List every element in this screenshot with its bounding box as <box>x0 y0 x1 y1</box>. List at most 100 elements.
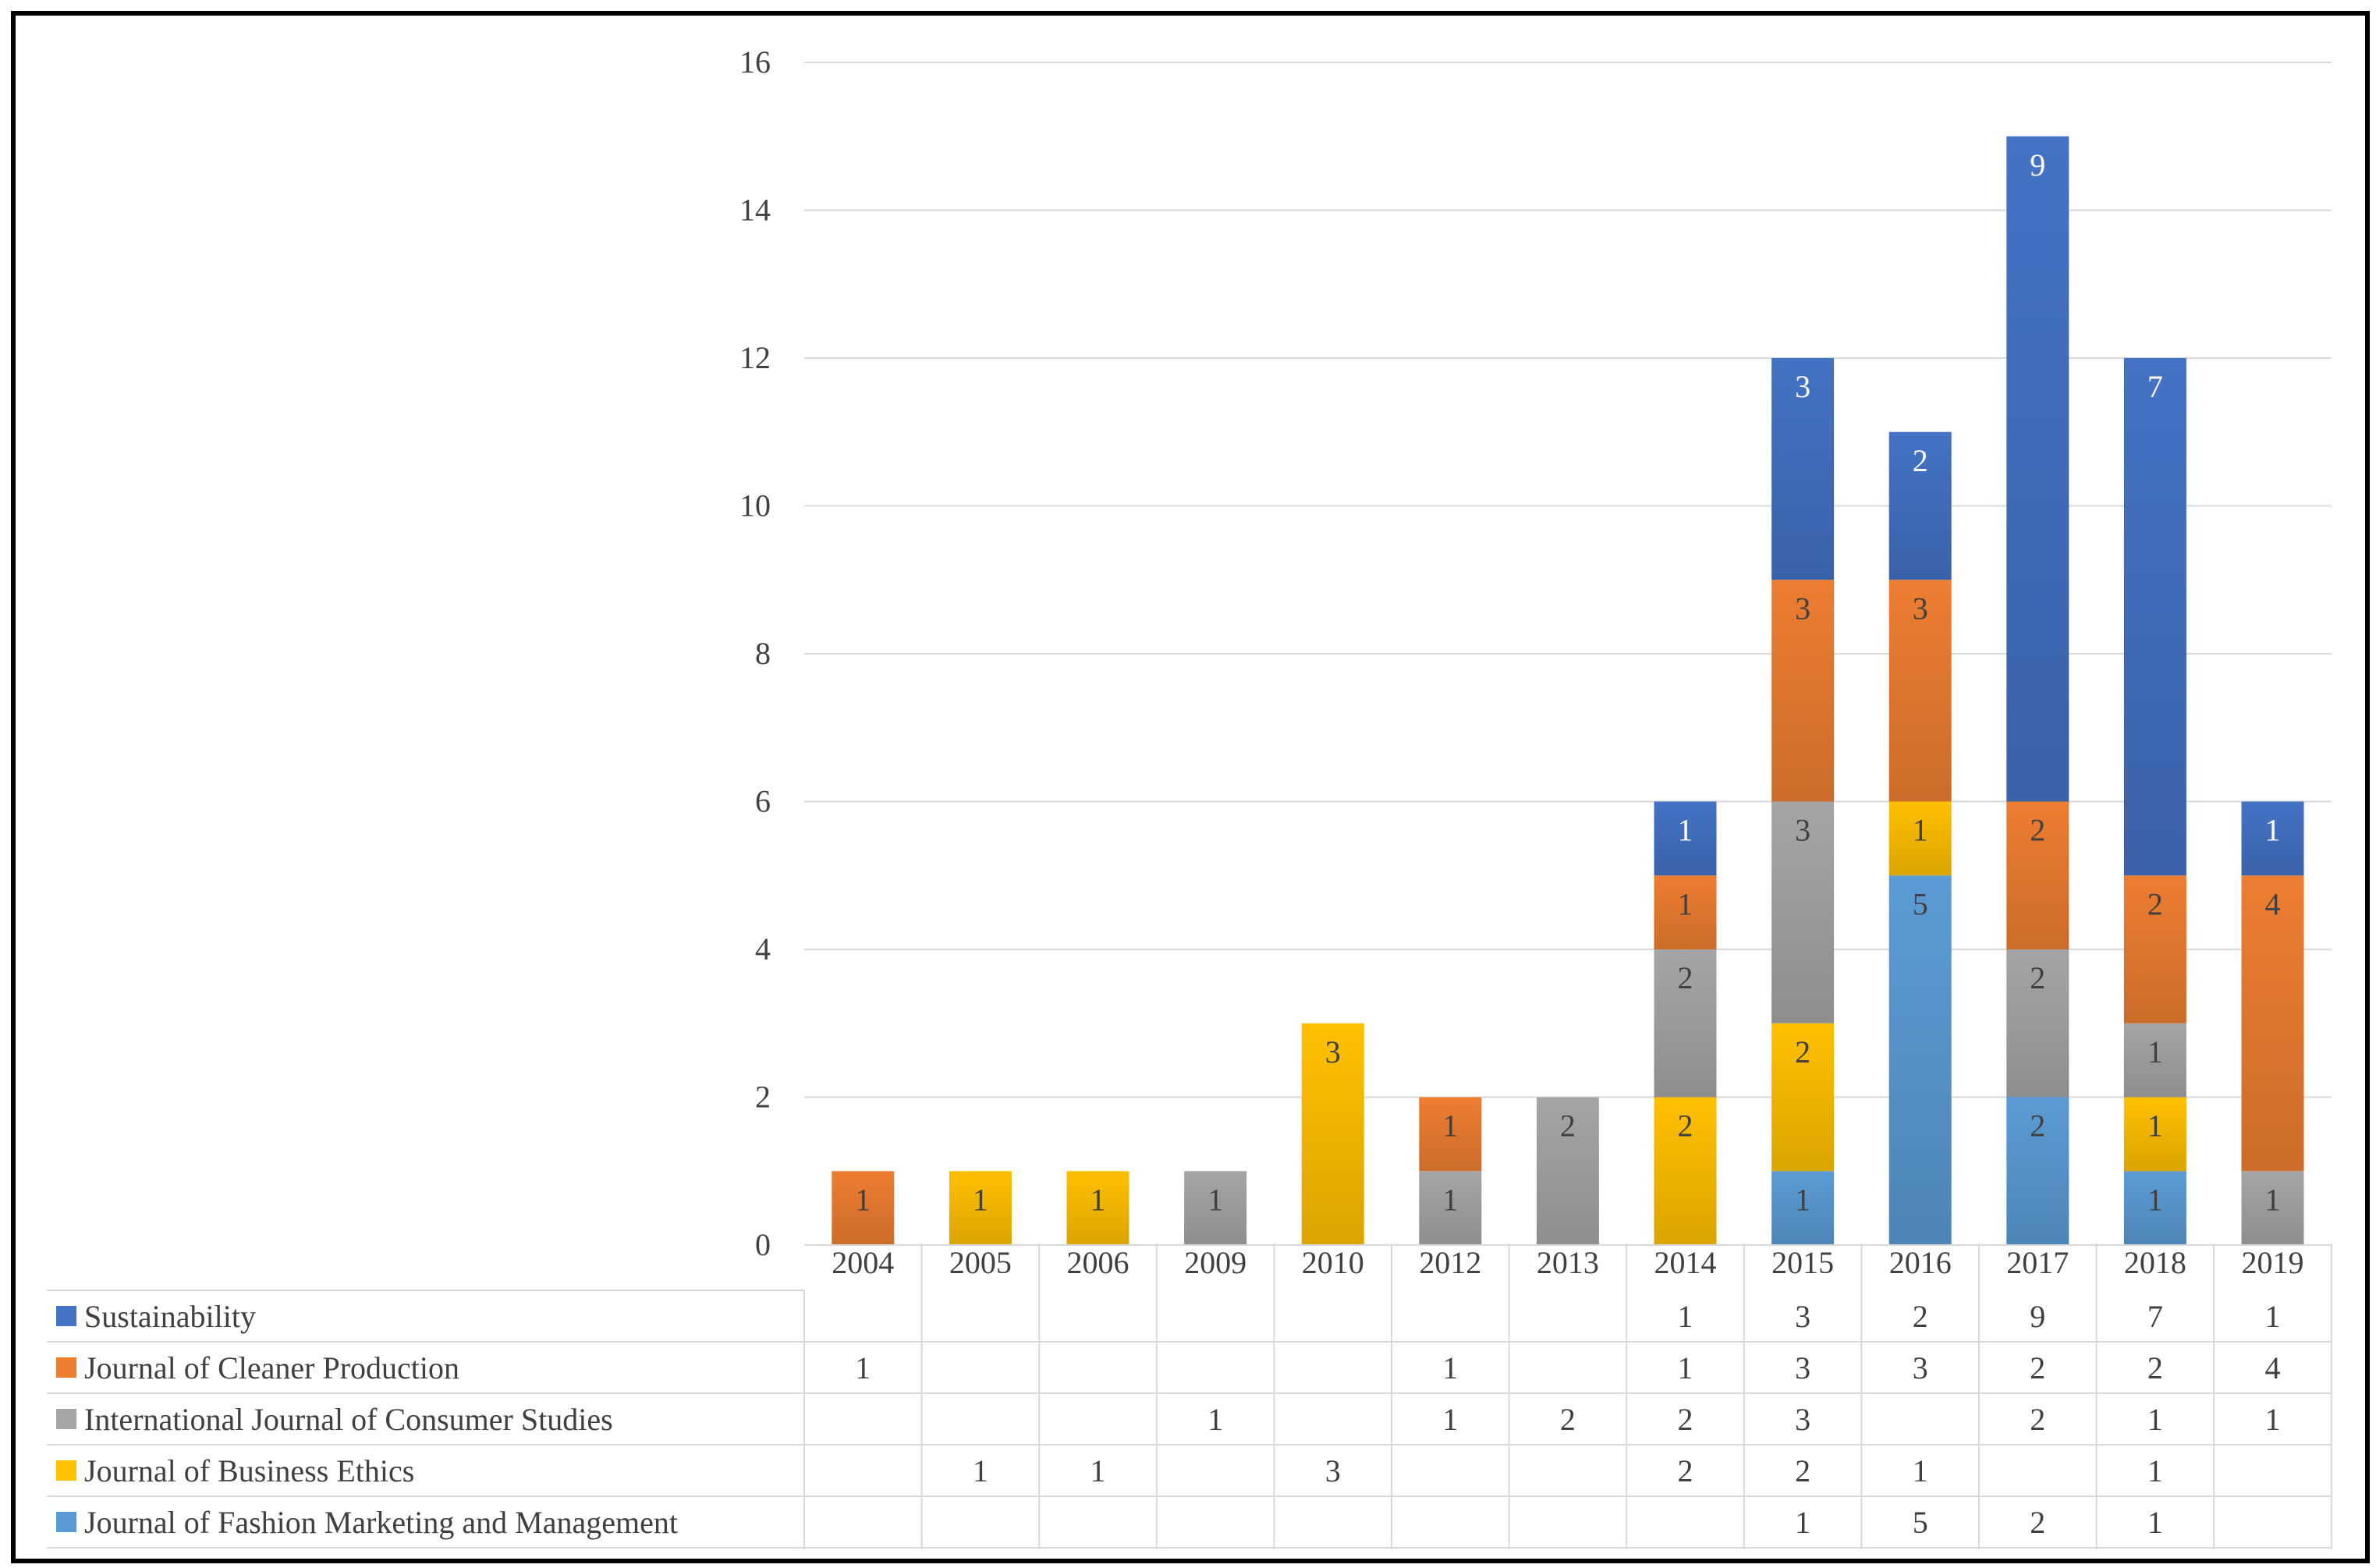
bar-international-journal-of-consumer-studies-2017 <box>2006 949 2069 1098</box>
data-label-international-journal-of-consumer-studies-2012: 1 <box>1442 1182 1458 1217</box>
bar-sustainability-2017 <box>2006 136 2069 802</box>
table-cell-sustainability-2014: 1 <box>1678 1299 1693 1334</box>
x-tick-label-2016: 2016 <box>1889 1245 1952 1280</box>
y-tick-label-16: 16 <box>739 44 771 80</box>
table-cell-journal-of-fashion-marketing-and-management-2016: 5 <box>1913 1505 1928 1540</box>
bar-journal-of-fashion-marketing-and-management-2018 <box>2123 1171 2186 1245</box>
bar-international-journal-of-consumer-studies-2014 <box>1654 949 1717 1098</box>
data-label-journal-of-business-ethics-2014: 2 <box>1678 1109 1693 1144</box>
x-tick-label-2015: 2015 <box>1771 1245 1834 1280</box>
table-cell-journal-of-cleaner-production-2016: 3 <box>1913 1350 1928 1385</box>
bar-journal-of-business-ethics-2010 <box>1301 1023 1364 1245</box>
table-cell-journal-of-business-ethics-2006: 1 <box>1090 1453 1106 1488</box>
data-label-journal-of-business-ethics-2005: 1 <box>973 1182 988 1217</box>
table-cell-international-journal-of-consumer-studies-2019: 1 <box>2265 1402 2281 1437</box>
table-cell-sustainability-2018: 7 <box>2147 1299 2163 1334</box>
table-cell-international-journal-of-consumer-studies-2014: 2 <box>1678 1402 1693 1437</box>
y-tick-label-14: 14 <box>739 193 771 228</box>
table-cell-journal-of-cleaner-production-2019: 4 <box>2265 1350 2281 1385</box>
data-label-journal-of-business-ethics-2006: 1 <box>1090 1182 1106 1217</box>
table-cell-journal-of-fashion-marketing-and-management-2015: 1 <box>1795 1505 1810 1540</box>
data-label-journal-of-cleaner-production-2017: 2 <box>2030 813 2045 848</box>
bar-international-journal-of-consumer-studies-2009 <box>1184 1171 1247 1245</box>
y-tick-label-2: 2 <box>755 1080 771 1115</box>
bar-journal-of-fashion-marketing-and-management-2015 <box>1771 1171 1835 1245</box>
bar-international-journal-of-consumer-studies-2015 <box>1771 801 1835 1023</box>
data-label-sustainability-2017: 9 <box>2030 147 2045 183</box>
data-label-journal-of-cleaner-production-2012: 1 <box>1442 1109 1458 1144</box>
legend-label-journal-of-cleaner-production: Journal of Cleaner Production <box>84 1350 459 1385</box>
y-tick-label-4: 4 <box>755 931 771 967</box>
data-label-journal-of-fashion-marketing-and-management-2015: 1 <box>1795 1182 1810 1217</box>
data-label-international-journal-of-consumer-studies-2017: 2 <box>2030 960 2045 995</box>
table-cell-journal-of-business-ethics-2016: 1 <box>1913 1453 1928 1488</box>
y-tick-label-6: 6 <box>755 784 771 819</box>
table-cell-journal-of-business-ethics-2005: 1 <box>973 1453 988 1488</box>
bar-international-journal-of-consumer-studies-2018 <box>2123 1023 2186 1098</box>
data-label-sustainability-2018: 7 <box>2147 369 2163 404</box>
data-label-sustainability-2015: 3 <box>1795 369 1810 404</box>
bar-journal-of-cleaner-production-2019 <box>2241 875 2304 1172</box>
data-label-international-journal-of-consumer-studies-2014: 2 <box>1678 960 1693 995</box>
data-label-journal-of-business-ethics-2015: 2 <box>1795 1034 1810 1070</box>
bar-data-labels: 1 1 1 1 3 1 1 2 2 2 1 1 1 2 3 3 3 5 1 3 2 2 2 2 9 1 1 1 2 7 1 4 1 <box>855 147 2280 1218</box>
legend-swatch-journal-of-cleaner-production <box>56 1357 76 1378</box>
bar-sustainability-2014 <box>1654 801 1717 876</box>
table-cell-journal-of-cleaner-production-2015: 3 <box>1795 1350 1810 1385</box>
table-cell-journal-of-cleaner-production-2004: 1 <box>855 1350 871 1385</box>
table-cell-journal-of-business-ethics-2018: 1 <box>2147 1453 2163 1488</box>
bar-journal-of-cleaner-production-2018 <box>2123 875 2186 1023</box>
table-cell-sustainability-2016: 2 <box>1913 1299 1928 1334</box>
data-label-journal-of-cleaner-production-2016: 3 <box>1913 591 1928 626</box>
data-label-sustainability-2019: 1 <box>2265 813 2281 848</box>
x-axis: 2004 2005 2006 2009 2010 2012 2013 2014 2015 2016… <box>804 1244 2332 1280</box>
legend-swatch-international-journal-of-consumer-studies <box>56 1409 76 1429</box>
table-cell-international-journal-of-consumer-studies-2012: 1 <box>1442 1402 1458 1437</box>
data-label-journal-of-cleaner-production-2004: 1 <box>855 1182 871 1217</box>
x-tick-label-2017: 2017 <box>2006 1245 2069 1280</box>
table-cell-journal-of-business-ethics-2010: 3 <box>1325 1453 1341 1488</box>
bar-international-journal-of-consumer-studies-2013 <box>1536 1097 1599 1245</box>
gridlines <box>804 62 2332 1246</box>
y-axis-ticks: 0 2 4 6 8 10 12 14 16 <box>739 44 771 1262</box>
bar-journal-of-cleaner-production-2004 <box>832 1171 895 1245</box>
bar-journal-of-business-ethics-2005 <box>949 1171 1012 1245</box>
legend-label-sustainability: Sustainability <box>84 1299 256 1334</box>
table-cell-international-journal-of-consumer-studies-2015: 3 <box>1795 1402 1810 1437</box>
x-tick-label-2009: 2009 <box>1184 1245 1247 1280</box>
table-cell-journal-of-cleaner-production-2012: 1 <box>1442 1350 1458 1385</box>
bar-journal-of-business-ethics-2006 <box>1066 1171 1129 1245</box>
bar-journal-of-business-ethics-2015 <box>1771 1023 1835 1172</box>
x-tick-label-2006: 2006 <box>1067 1245 1129 1280</box>
legend-label-international-journal-of-consumer-studies: International Journal of Consumer Studie… <box>84 1402 613 1437</box>
data-label-journal-of-business-ethics-2018: 1 <box>2147 1109 2163 1144</box>
legend-swatch-sustainability <box>56 1306 76 1326</box>
data-label-international-journal-of-consumer-studies-2015: 3 <box>1795 813 1810 848</box>
table-cell-international-journal-of-consumer-studies-2018: 1 <box>2147 1402 2163 1437</box>
data-label-international-journal-of-consumer-studies-2013: 2 <box>1560 1109 1576 1144</box>
bar-sustainability-2015 <box>1771 358 1835 580</box>
legend-swatch-journal-of-fashion-marketing-and-management <box>56 1512 76 1532</box>
table-cell-journal-of-business-ethics-2014: 2 <box>1678 1453 1693 1488</box>
x-tick-label-2018: 2018 <box>2124 1245 2186 1280</box>
table-cell-journal-of-cleaner-production-2018: 2 <box>2147 1350 2163 1385</box>
data-label-international-journal-of-consumer-studies-2009: 1 <box>1208 1182 1223 1217</box>
data-label-sustainability-2014: 1 <box>1678 813 1693 848</box>
bar-journal-of-cleaner-production-2016 <box>1888 580 1952 802</box>
x-tick-label-2010: 2010 <box>1302 1245 1364 1280</box>
bars <box>832 136 2304 1245</box>
table-cell-journal-of-fashion-marketing-and-management-2018: 1 <box>2147 1505 2163 1540</box>
table-cell-international-journal-of-consumer-studies-2017: 2 <box>2030 1402 2045 1437</box>
legend-label-journal-of-business-ethics: Journal of Business Ethics <box>84 1453 414 1488</box>
data-label-journal-of-cleaner-production-2014: 1 <box>1678 886 1693 921</box>
table-cell-international-journal-of-consumer-studies-2009: 1 <box>1208 1402 1223 1437</box>
bar-international-journal-of-consumer-studies-2012 <box>1419 1171 1482 1245</box>
x-tick-label-2013: 2013 <box>1537 1245 1599 1280</box>
bar-journal-of-cleaner-production-2015 <box>1771 580 1835 802</box>
table-cell-sustainability-2015: 3 <box>1795 1299 1810 1334</box>
bar-international-journal-of-consumer-studies-2019 <box>2241 1171 2304 1245</box>
table-cell-sustainability-2019: 1 <box>2265 1299 2281 1334</box>
data-label-journal-of-cleaner-production-2015: 3 <box>1795 591 1810 626</box>
